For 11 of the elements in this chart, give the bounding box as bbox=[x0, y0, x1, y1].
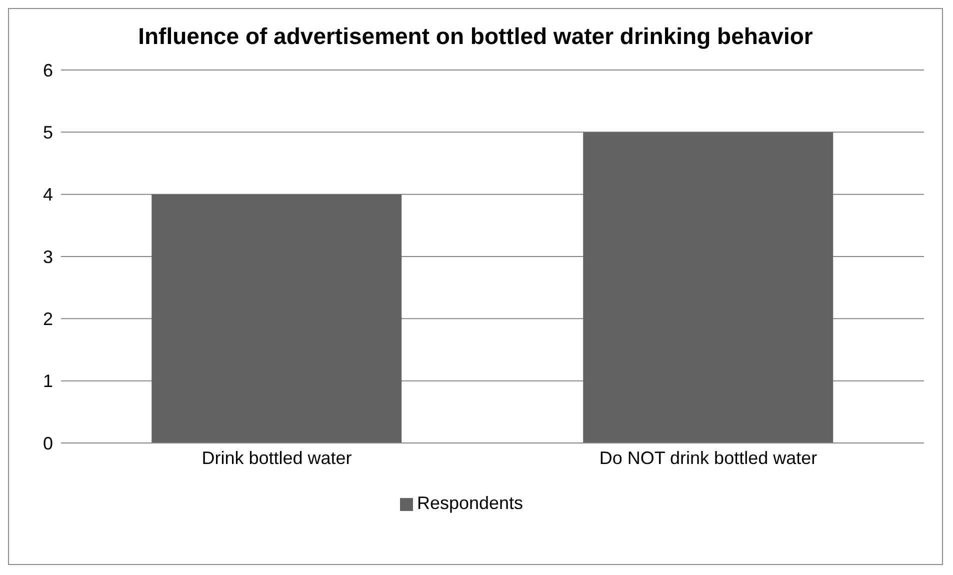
chart-title: Influence of advertisement on bottled water drinking behavior bbox=[137, 22, 814, 51]
y-tick-label: 1 bbox=[42, 371, 53, 392]
y-tick-label: 3 bbox=[42, 246, 53, 267]
y-tick-label: 0 bbox=[42, 433, 53, 454]
x-tick-label: Drink bottled water bbox=[202, 448, 352, 468]
y-tick-label: 6 bbox=[42, 60, 53, 80]
y-tick-label: 2 bbox=[42, 309, 53, 330]
legend-label: Respondents bbox=[416, 493, 524, 513]
x-tick-label: Do NOT drink bottled water bbox=[599, 448, 818, 468]
y-tick-label: 5 bbox=[42, 122, 53, 143]
y-tick-label: 4 bbox=[42, 184, 53, 205]
